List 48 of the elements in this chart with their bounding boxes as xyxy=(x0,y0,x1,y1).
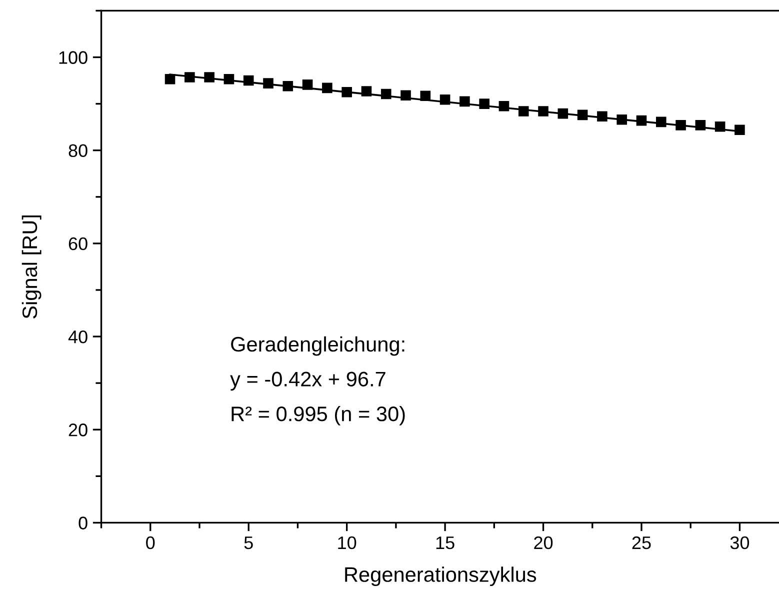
point xyxy=(597,111,608,122)
x-tick-label: 20 xyxy=(534,536,553,550)
x-tick-label: 10 xyxy=(338,536,356,550)
point xyxy=(322,82,332,94)
y-tick-label: 40 xyxy=(68,330,88,344)
point xyxy=(518,106,529,116)
point xyxy=(656,116,666,128)
point xyxy=(440,94,450,105)
x-tick-label: 15 xyxy=(436,536,454,550)
point xyxy=(302,80,313,90)
point xyxy=(282,80,294,92)
point xyxy=(460,96,470,107)
x-tick-label: 5 xyxy=(244,536,253,550)
point xyxy=(498,100,510,112)
annotation: Geradengleichung: xyxy=(231,336,404,356)
point xyxy=(734,124,745,136)
y-tick-label: 80 xyxy=(68,144,88,158)
annotation: R² = 0.995 (n = 30) xyxy=(232,406,405,426)
x-tick-label: 25 xyxy=(632,536,651,550)
point xyxy=(184,72,195,82)
x-tick-label: 0 xyxy=(146,536,155,550)
y-tick-label: 100 xyxy=(59,51,88,64)
point xyxy=(616,114,627,125)
x-tick-label: 30 xyxy=(730,536,750,550)
y-tick-label: 60 xyxy=(68,237,88,250)
point xyxy=(243,75,254,86)
point xyxy=(558,108,568,119)
y-tick-label: 20 xyxy=(68,424,88,436)
point xyxy=(577,110,588,120)
point xyxy=(636,115,647,126)
point xyxy=(342,87,352,98)
point xyxy=(380,88,392,100)
annotation: y = -0.42x + 96.7 xyxy=(230,372,386,391)
point xyxy=(204,72,214,82)
point xyxy=(224,74,234,84)
point xyxy=(263,78,274,88)
y-axis-title: Signal [RU] xyxy=(22,216,42,318)
point xyxy=(538,106,548,116)
y-tick-label: 0 xyxy=(78,516,88,530)
point xyxy=(361,86,372,96)
point xyxy=(714,121,726,132)
point xyxy=(400,90,411,101)
point xyxy=(420,90,431,102)
x-axis-title: Regenerationszyklus xyxy=(345,566,536,586)
point xyxy=(479,98,490,109)
point xyxy=(164,74,176,84)
point xyxy=(695,120,706,130)
point xyxy=(676,120,686,130)
